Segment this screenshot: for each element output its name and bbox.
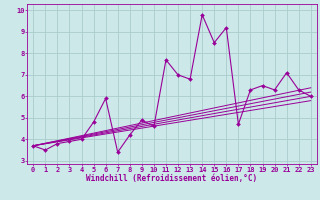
X-axis label: Windchill (Refroidissement éolien,°C): Windchill (Refroidissement éolien,°C) — [86, 174, 258, 183]
